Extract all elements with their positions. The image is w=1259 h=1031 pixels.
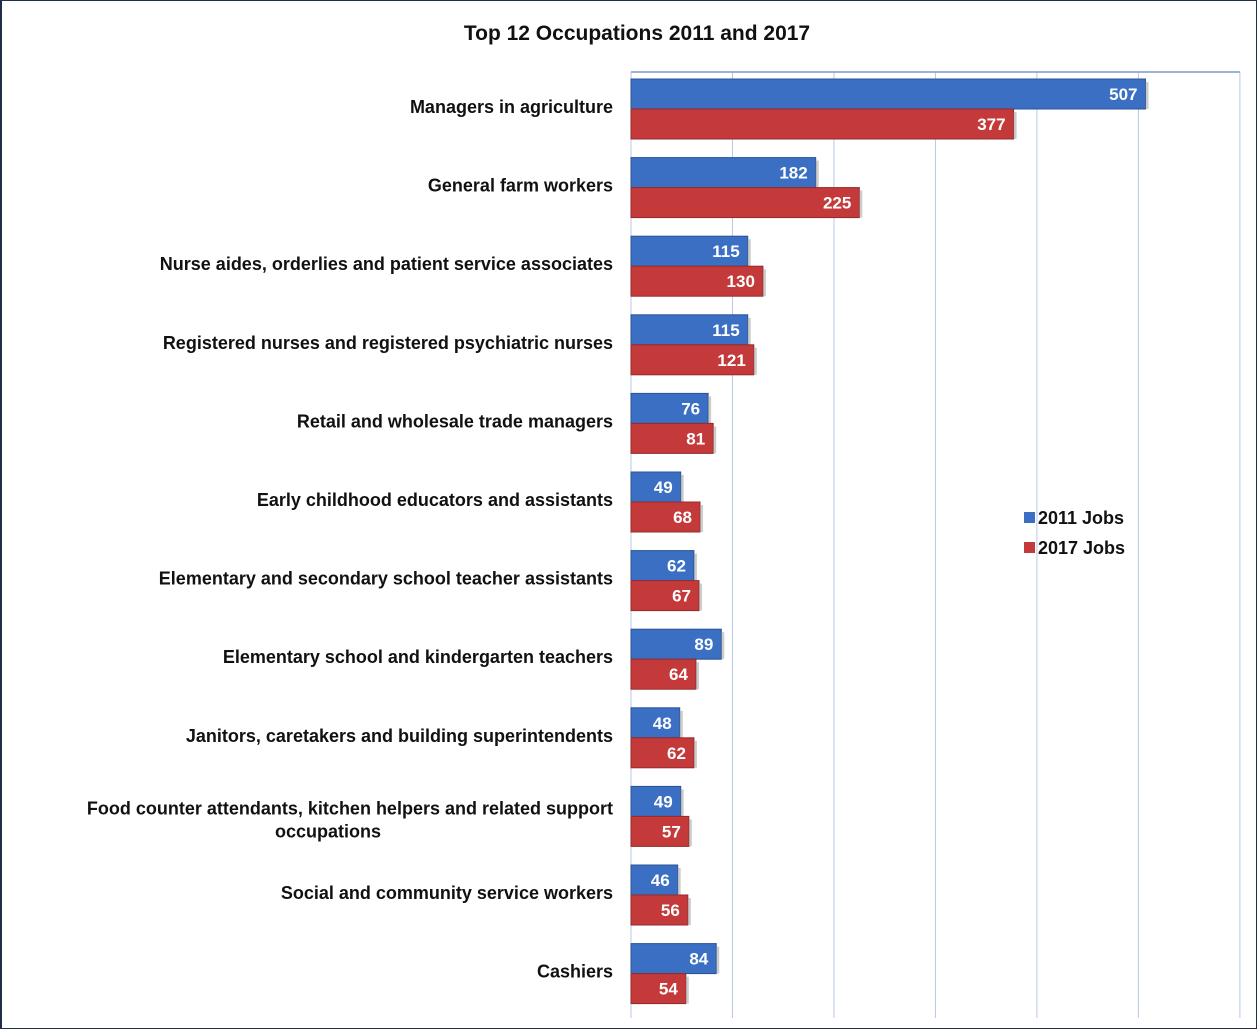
category-label-6: Elementary and secondary school teacher … [159, 569, 613, 589]
category-label-1: General farm workers [428, 176, 613, 196]
bar-shadow-0-6 [693, 553, 697, 581]
value-label-0-0: 507 [1109, 85, 1137, 104]
bar-2011-5 [630, 471, 682, 503]
value-label-1-3: 121 [717, 351, 745, 370]
category-label-5: Early childhood educators and assistants [257, 490, 613, 510]
value-label-1-6: 67 [672, 587, 691, 606]
bar-2011-2 [630, 235, 749, 267]
bar-2017-0 [630, 108, 1015, 140]
bar-shadow-1-8 [693, 740, 697, 768]
bar-shadow-0-1 [815, 160, 819, 188]
bar-shadow-0-7 [721, 632, 725, 660]
category-label-10: Social and community service workers [281, 883, 613, 903]
value-label-0-2: 115 [712, 242, 739, 261]
value-label-0-11: 84 [689, 950, 708, 969]
category-label-9-line2: occupations [275, 821, 381, 841]
bar-2017-3 [630, 344, 755, 376]
bar-shadow-1-6 [698, 583, 702, 611]
category-label-8: Janitors, caretakers and building superi… [186, 726, 613, 746]
bar-2017-6 [630, 580, 700, 612]
value-label-1-1: 225 [823, 194, 851, 213]
bar-2011-11 [630, 943, 717, 975]
bar-shadow-1-3 [753, 347, 757, 375]
value-label-1-10: 56 [661, 901, 680, 920]
category-labels: Managers in agriculture General farm work… [87, 97, 613, 982]
legend-swatch-0 [1024, 512, 1035, 523]
category-label-0: Managers in agriculture [410, 97, 613, 117]
bar-shadow-1-10 [687, 898, 691, 925]
value-label-1-11: 54 [659, 980, 678, 999]
value-label-1-8: 62 [667, 744, 686, 763]
value-label-0-7: 89 [694, 635, 713, 654]
chart-title: Top 12 Occupations 2011 and 2017 [463, 22, 811, 45]
category-label-7: Elementary school and kindergarten teach… [223, 647, 613, 667]
value-label-0-1: 182 [779, 164, 807, 183]
bar-shadow-0-3 [747, 317, 751, 345]
bar-shadow-0-0 [1145, 82, 1149, 109]
bar-shadow-1-2 [762, 269, 766, 297]
bar-2017-2 [630, 265, 764, 297]
value-label-0-3: 115 [712, 321, 739, 340]
category-label-3: Registered nurses and registered psychia… [163, 333, 613, 353]
value-label-0-10: 46 [651, 871, 670, 890]
value-label-0-9: 49 [654, 792, 673, 811]
bar-shadow-1-4 [713, 426, 717, 454]
bar-shadow-0-5 [680, 475, 684, 502]
bar-2017-5 [630, 501, 701, 533]
bar-shadow-1-0 [1013, 112, 1017, 139]
value-label-1-0: 377 [977, 115, 1005, 134]
bar-shadow-0-9 [680, 789, 684, 817]
bar-shadow-1-11 [685, 976, 689, 1004]
category-label-11: Cashiers [537, 962, 613, 982]
value-label-1-4: 81 [686, 429, 705, 448]
value-label-1-9: 57 [662, 822, 681, 841]
legend-swatch-1 [1024, 542, 1035, 553]
legend-label-0: 2011 Jobs [1038, 508, 1124, 528]
bar-shadow-0-4 [708, 396, 712, 424]
bar-shadow-0-2 [747, 239, 751, 267]
category-label-9-line1: Food counter attendants, kitchen helpers… [87, 798, 613, 818]
bar-shadow-1-5 [700, 505, 704, 532]
value-label-0-5: 49 [654, 478, 673, 497]
value-label-0-6: 62 [667, 557, 686, 576]
bar-2017-10 [630, 894, 689, 926]
bar-shadow-1-1 [859, 190, 863, 218]
value-label-1-5: 68 [673, 508, 692, 527]
bar-shadow-0-8 [679, 710, 683, 738]
bar-shadow-0-10 [677, 868, 681, 895]
value-label-1-7: 64 [669, 665, 688, 684]
bar-shadow-1-7 [695, 662, 699, 690]
bar-shadow-0-11 [716, 946, 720, 974]
bar-2017-8 [630, 737, 695, 769]
category-label-4: Retail and wholesale trade managers [297, 411, 613, 431]
category-label-2: Nurse aides, orderlies and patient servi… [160, 254, 613, 274]
value-label-0-8: 48 [653, 714, 672, 733]
legend-label-1: 2017 Jobs [1038, 538, 1125, 558]
bars-group: 5073771822251151301151217681496862678964… [630, 78, 1149, 1005]
bar-2011-0 [630, 78, 1147, 110]
bar-shadow-1-9 [688, 819, 692, 847]
value-label-0-4: 76 [681, 399, 700, 418]
bar-2011-10 [630, 864, 679, 896]
value-label-1-2: 130 [727, 272, 755, 291]
gridlines [630, 71, 1241, 1018]
bar-2011-7 [630, 628, 722, 660]
bar-2017-7 [630, 658, 697, 690]
legend: 2011 Jobs 2017 Jobs [1024, 508, 1125, 558]
